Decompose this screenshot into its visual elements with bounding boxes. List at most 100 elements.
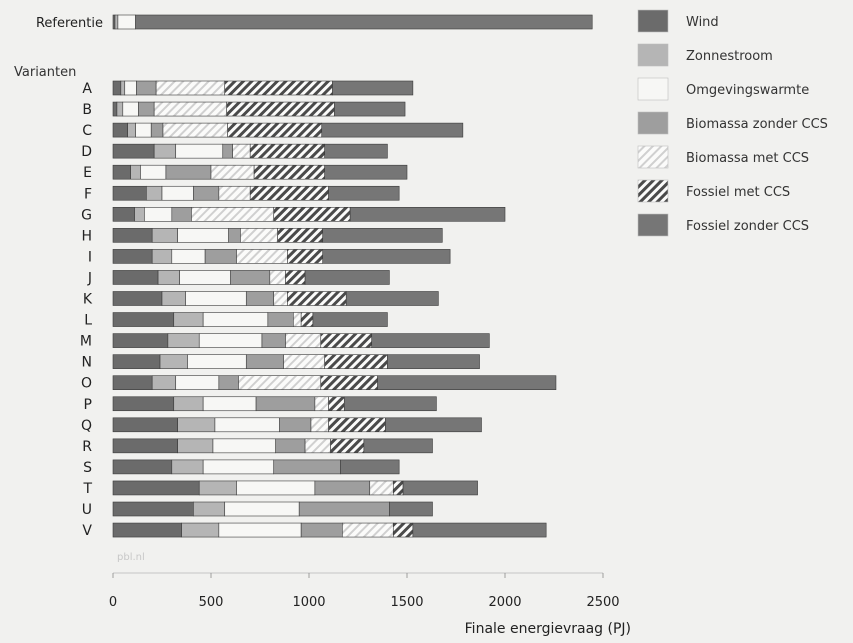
bar-segment-e-biomassa-met-ccs (210, 164, 255, 180)
bar-segment-o-biomassa-zonder-ccs (218, 375, 239, 391)
legend-label: Fossiel met CCS (686, 185, 790, 200)
bar-segment-i-biomassa-zonder-ccs (204, 249, 237, 264)
bar-segment-a-fossiel-zonder-ccs (332, 80, 414, 96)
bar-segment-c-zonnestroom (127, 122, 136, 138)
bar-segment-u-zonnestroom (193, 501, 226, 517)
bar-segment-i-fossiel-zonder-ccs (322, 249, 451, 264)
legend-label: Biomassa met CCS (686, 151, 809, 166)
legend-label: Biomassa zonder CCS (686, 117, 828, 132)
bar-segment-m-biomassa-zonder-ccs (261, 333, 286, 348)
bar-segment-v-biomassa-met-ccs (342, 522, 394, 538)
bar-segment-j-omgevingswarmte (179, 270, 231, 285)
bar-segment-e-fossiel-zonder-ccs (324, 164, 408, 180)
bar-segment-s-zonnestroom (171, 459, 204, 475)
bar-segment-g-wind (112, 207, 135, 222)
x-tick-label: 2000 (488, 595, 521, 610)
bar-segment-g-zonnestroom (134, 207, 145, 222)
bar-segment-d-fossiel-met-ccs (249, 143, 325, 159)
bar-segment-l-wind (112, 312, 175, 327)
legend-swatch (637, 77, 669, 101)
bar-segment-e-omgevingswarmte (140, 164, 167, 180)
bar-segment-p-wind (112, 396, 175, 412)
legend-swatch (637, 9, 669, 33)
bar-segment-n-fossiel-met-ccs (324, 354, 388, 369)
bar-segment-n-wind (112, 354, 161, 369)
bar-segment-i-zonnestroom (151, 249, 173, 264)
legend-label: Wind (686, 15, 719, 30)
bar-segment-referentie-omgevingswarmte (117, 14, 136, 30)
bar-segment-n-zonnestroom (159, 354, 188, 369)
bar-segment-t-fossiel-met-ccs (392, 480, 404, 496)
category-label: I (88, 249, 92, 265)
bar-segment-b-biomassa-zonder-ccs (138, 101, 155, 117)
bar-segment-t-fossiel-zonder-ccs (402, 480, 478, 496)
bar-segment-c-omgevingswarmte (135, 122, 152, 138)
bar-segment-a-wind (112, 80, 122, 96)
bar-segment-t-biomassa-met-ccs (369, 480, 394, 496)
bar-segment-r-zonnestroom (177, 438, 214, 454)
bar-segment-h-fossiel-met-ccs (277, 228, 324, 243)
bar-segment-o-zonnestroom (151, 375, 177, 391)
x-tick-label: 2500 (586, 595, 619, 610)
x-tick-label: 500 (199, 595, 224, 610)
bar-segment-o-omgevingswarmte (175, 375, 220, 391)
bar-segment-o-biomassa-met-ccs (238, 375, 322, 391)
bar-segment-o-fossiel-met-ccs (320, 375, 378, 391)
bar-segment-i-omgevingswarmte (171, 249, 206, 264)
category-label: C (82, 123, 92, 139)
bar-segment-k-fossiel-zonder-ccs (345, 291, 439, 306)
bar-segment-a-fossiel-met-ccs (224, 80, 333, 96)
bar-segment-u-wind (112, 501, 194, 517)
bar-segment-j-biomassa-met-ccs (269, 270, 286, 285)
bar-segment-p-omgevingswarmte (202, 396, 257, 412)
bar-segment-s-omgevingswarmte (202, 459, 275, 475)
bar-segment-q-fossiel-met-ccs (328, 417, 386, 433)
bar-segment-d-omgevingswarmte (175, 143, 224, 159)
bar-segment-q-omgevingswarmte (214, 417, 280, 433)
bar-segment-k-fossiel-met-ccs (287, 291, 347, 306)
bar-segment-a-biomassa-met-ccs (155, 80, 226, 96)
bar-segment-n-biomassa-met-ccs (283, 354, 325, 369)
legend-swatch (637, 43, 669, 67)
bar-segment-v-wind (112, 522, 182, 538)
bar-segment-u-biomassa-zonder-ccs (298, 501, 390, 517)
bar-segment-b-fossiel-met-ccs (226, 101, 335, 117)
category-label: G (81, 207, 92, 223)
bar-segment-referentie-fossiel-zonder-ccs (135, 14, 593, 30)
x-tick-label: 0 (109, 595, 117, 610)
bar-segment-v-biomassa-zonder-ccs (300, 522, 343, 538)
bar-segment-k-wind (112, 291, 163, 306)
bar-segment-g-biomassa-met-ccs (191, 207, 275, 222)
bar-segment-j-fossiel-zonder-ccs (304, 270, 390, 285)
bar-segment-m-fossiel-zonder-ccs (371, 333, 490, 348)
bar-segment-d-biomassa-zonder-ccs (222, 143, 233, 159)
bar-segment-l-biomassa-met-ccs (293, 312, 302, 327)
bar-segment-b-wind (112, 101, 118, 117)
bar-segment-referentie-zonnestroom (114, 14, 119, 30)
bar-segment-i-wind (112, 249, 153, 264)
bar-segment-n-fossiel-zonder-ccs (387, 354, 480, 369)
category-label: K (83, 292, 93, 308)
group-label: Varianten (14, 65, 76, 80)
bar-segment-v-omgevingswarmte (218, 522, 302, 538)
bar-segment-j-biomassa-zonder-ccs (230, 270, 271, 285)
bar-segment-s-biomassa-zonder-ccs (273, 459, 341, 475)
bar-segment-f-omgevingswarmte (161, 185, 194, 201)
bar-segment-g-fossiel-met-ccs (273, 207, 351, 222)
legend-swatch (637, 145, 669, 169)
bar-segment-m-fossiel-met-ccs (320, 333, 373, 348)
bar-segment-g-biomassa-zonder-ccs (171, 207, 192, 222)
bar-segment-f-biomassa-met-ccs (218, 185, 251, 201)
bar-segment-o-fossiel-zonder-ccs (377, 375, 557, 391)
bar-segment-m-wind (112, 333, 169, 348)
bar-segment-j-fossiel-met-ccs (285, 270, 306, 285)
bar-segment-p-fossiel-met-ccs (328, 396, 345, 412)
bar-segment-d-biomassa-met-ccs (232, 143, 251, 159)
bar-segment-t-biomassa-zonder-ccs (314, 480, 371, 496)
bar-segment-h-biomassa-met-ccs (240, 228, 278, 243)
category-label: D (81, 144, 92, 160)
category-label: B (82, 102, 92, 118)
bar-segment-c-fossiel-met-ccs (227, 122, 323, 138)
bar-segment-n-biomassa-zonder-ccs (245, 354, 284, 369)
bar-segment-b-omgevingswarmte (122, 101, 139, 117)
